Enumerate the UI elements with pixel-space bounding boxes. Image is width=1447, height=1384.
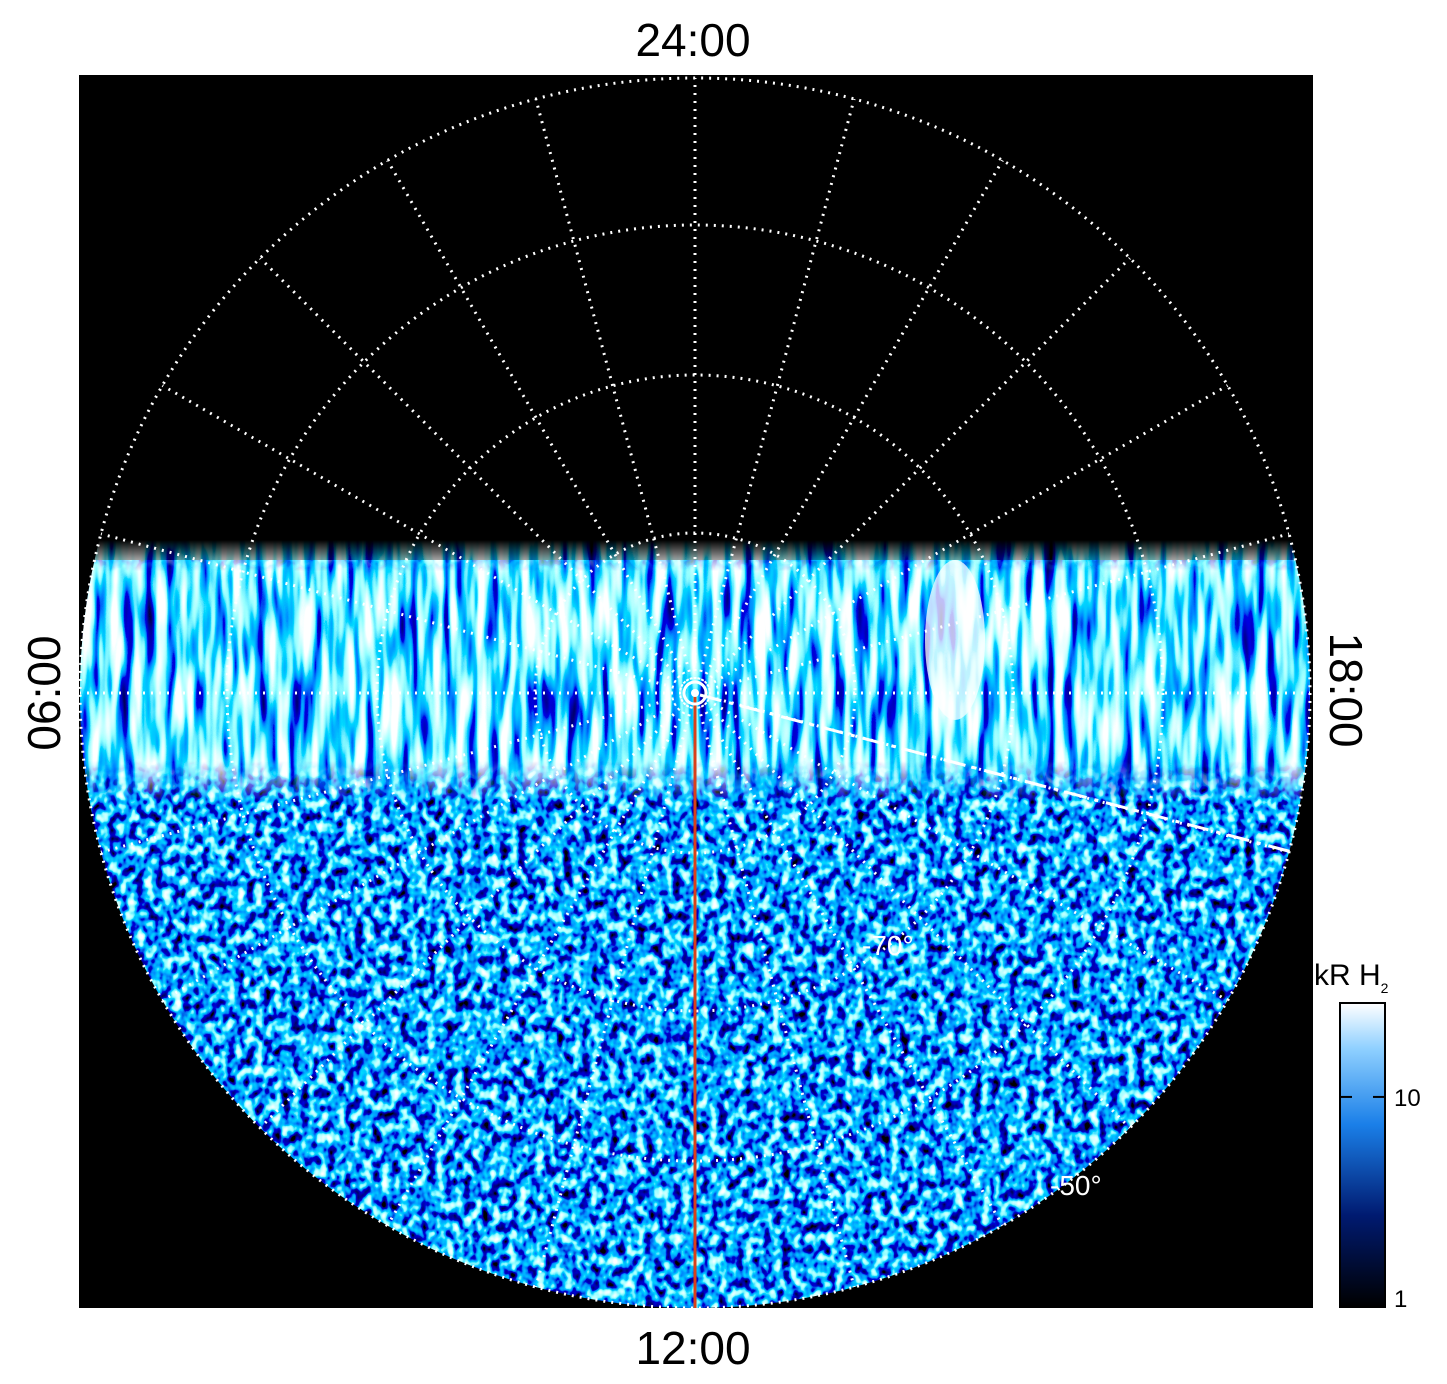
label-bottom: 12:00 — [635, 1322, 750, 1374]
colorbar-scale — [1339, 1002, 1386, 1308]
colorbar-title-sub: 2 — [1381, 980, 1389, 996]
latitude-label: -50° — [1050, 1170, 1102, 1201]
latitude-circle — [225, 223, 1165, 1163]
latitude-label: -70° — [862, 930, 914, 961]
dashed-line — [699, 693, 1293, 854]
pole-marker — [682, 680, 708, 706]
label-left: 06:00 — [18, 635, 70, 750]
graticule — [78, 76, 1312, 1310]
colorbar-title: kR H2 — [1314, 959, 1389, 996]
label-right: 18:00 — [1320, 632, 1372, 747]
colorbar-title-main: kR H — [1314, 959, 1381, 992]
pole-dot — [691, 689, 699, 697]
colorbar-tick-label: 10 — [1394, 1085, 1421, 1112]
colorbar: kR H2 1 10 — [1314, 959, 1421, 1313]
label-top: 24:00 — [635, 14, 750, 66]
colorbar-tick-label: 1 — [1394, 1286, 1407, 1313]
bright-spot — [925, 560, 985, 720]
